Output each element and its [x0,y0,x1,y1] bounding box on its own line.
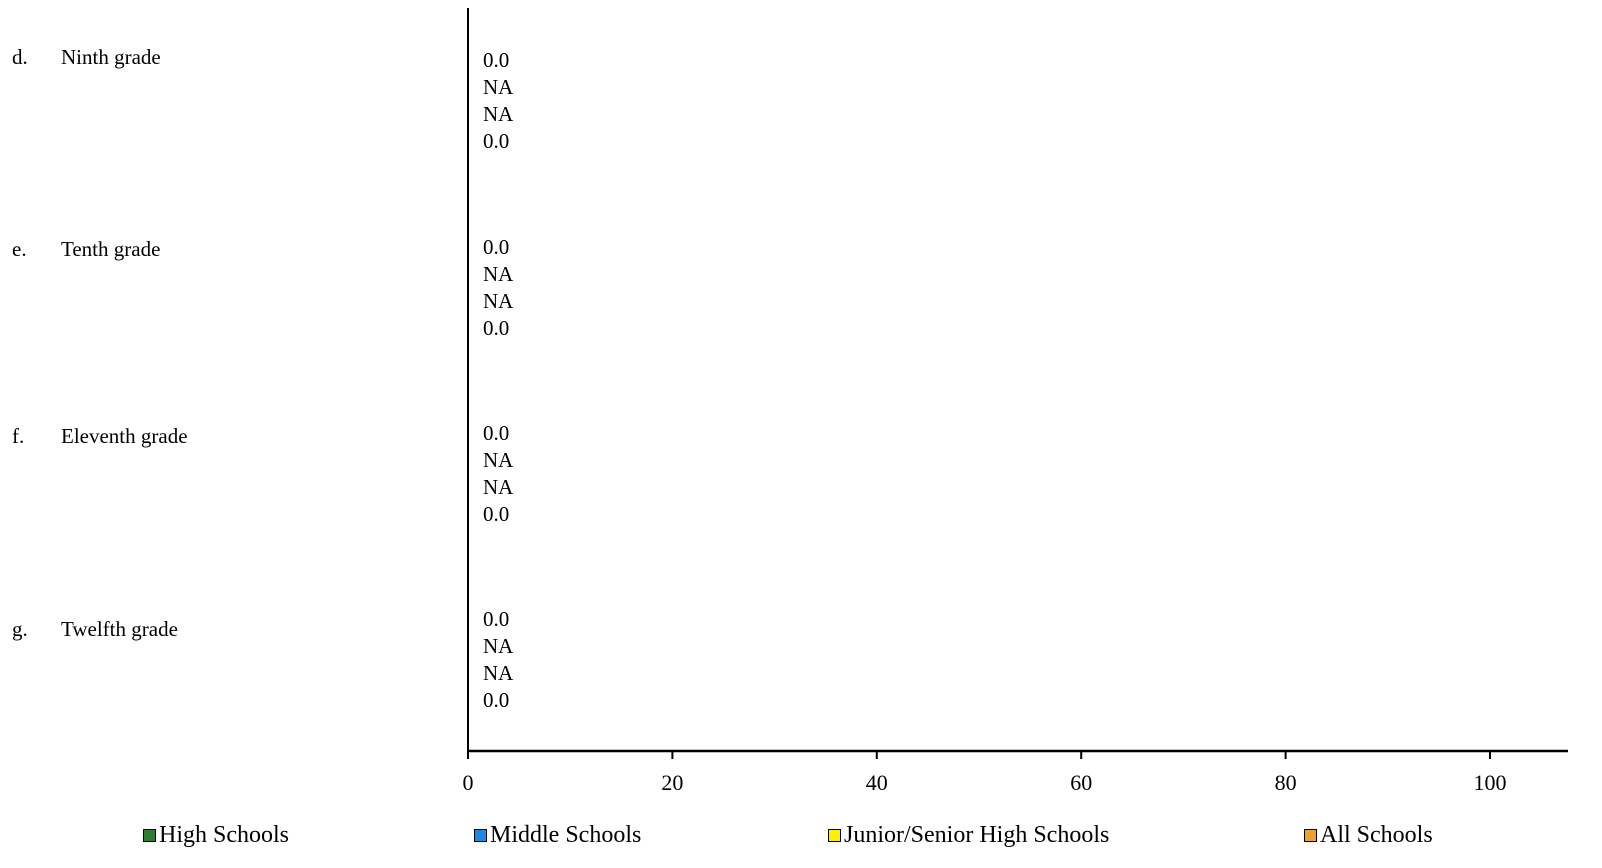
data-label-tenth-grade-high-schools: 0.0 [483,235,509,259]
x-tick-label-20: 20 [661,770,683,795]
x-tick-label-0: 0 [463,770,474,795]
legend-label-middle-schools: Middle Schools [490,822,642,848]
category-label-ninth-grade: Ninth grade [61,45,161,69]
category-letter-tenth-grade: e. [12,237,27,261]
data-label-eleventh-grade-middle-schools: NA [483,448,514,472]
x-tick-label-60: 60 [1070,770,1092,795]
legend-label-high-schools: High Schools [159,822,290,848]
data-label-twelfth-grade-all-schools: 0.0 [483,688,509,712]
data-label-twelfth-grade-middle-schools: NA [483,634,514,658]
data-label-eleventh-grade-junior-senior-high-schools: NA [483,475,514,499]
category-label-tenth-grade: Tenth grade [61,237,160,261]
legend-item-junior-senior-high-schools: Junior/Senior High Schools [828,822,1109,849]
data-label-ninth-grade-middle-schools: NA [483,75,514,99]
legend-swatch-junior-senior-high-schools [828,829,841,842]
data-label-eleventh-grade-high-schools: 0.0 [483,421,509,445]
x-tick-label-40: 40 [866,770,888,795]
data-label-tenth-grade-middle-schools: NA [483,262,514,286]
legend-swatch-high-schools [143,829,156,842]
data-label-ninth-grade-high-schools: 0.0 [483,48,509,72]
data-label-twelfth-grade-high-schools: 0.0 [483,607,509,631]
category-letter-eleventh-grade: f. [12,424,24,448]
legend-swatch-all-schools [1304,829,1317,842]
legend-item-high-schools: High Schools [143,822,289,849]
legend-swatch-middle-schools [474,829,487,842]
data-label-tenth-grade-all-schools: 0.0 [483,316,509,340]
category-letter-twelfth-grade: g. [12,617,28,641]
data-label-tenth-grade-junior-senior-high-schools: NA [483,289,514,313]
legend-label-junior-senior-high-schools: Junior/Senior High Schools [844,822,1110,848]
data-label-eleventh-grade-all-schools: 0.0 [483,502,509,526]
category-label-eleventh-grade: Eleventh grade [61,424,188,448]
data-label-ninth-grade-junior-senior-high-schools: NA [483,102,514,126]
data-label-twelfth-grade-junior-senior-high-schools: NA [483,661,514,685]
category-label-twelfth-grade: Twelfth grade [61,617,178,641]
category-letter-ninth-grade: d. [12,45,28,69]
x-tick-label-80: 80 [1275,770,1297,795]
x-tick-label-100: 100 [1474,770,1507,795]
legend-item-middle-schools: Middle Schools [474,822,641,849]
legend: High Schools Middle Schools Junior/Senio… [0,822,1602,852]
data-label-ninth-grade-all-schools: 0.0 [483,129,509,153]
legend-label-all-schools: All Schools [1320,822,1433,848]
legend-item-all-schools: All Schools [1304,822,1433,849]
